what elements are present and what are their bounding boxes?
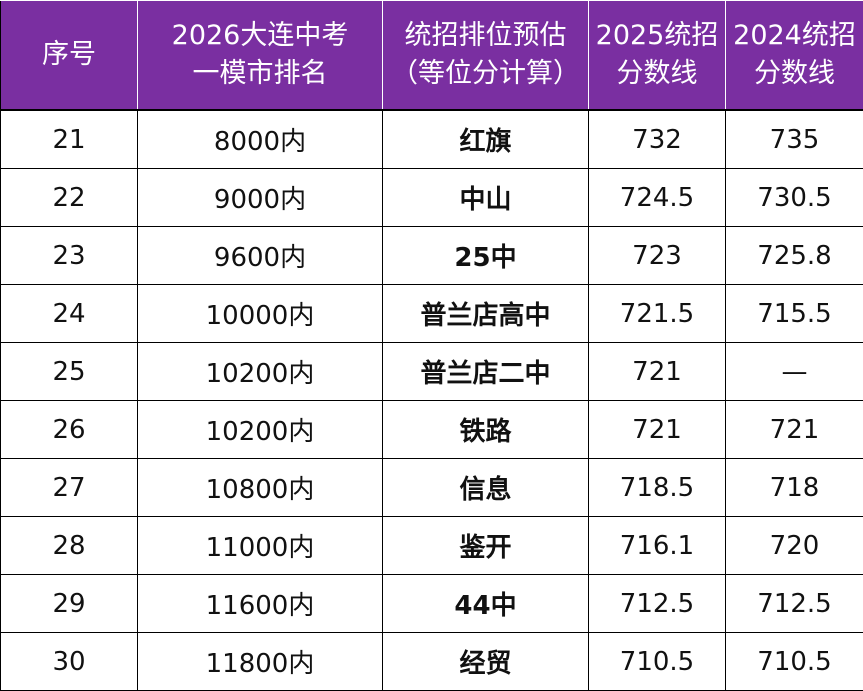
table-row: 25 10200内 普兰店二中 721 — (0, 342, 863, 401)
table-row: 29 11600内 44中 712.5 712.5 (0, 574, 863, 633)
mock-rank-cell: 9600内 (137, 226, 383, 285)
school-name-cell: 44中 (382, 574, 589, 633)
cutoff-2024-cell: 721 (725, 400, 863, 459)
header-serial-number-line: 序号 (42, 39, 96, 70)
table-row: 24 10000内 普兰店高中 721.5 715.5 (0, 284, 863, 343)
serial-number-cell: 26 (0, 400, 138, 459)
mock-rank-cell: 9000内 (137, 168, 383, 227)
serial-number-cell: 28 (0, 516, 138, 575)
cutoff-2024-cell: 718 (725, 458, 863, 517)
header-row: 序号 2026大连中考 一模市排名 统招排位预估 （等位分计算） 2025统招 … (0, 0, 863, 111)
header-admission-estimate-line-2: （等位分计算） (391, 58, 580, 89)
table-row: 23 9600内 25中 723 725.8 (0, 226, 863, 285)
serial-number-cell: 29 (0, 574, 138, 633)
cutoff-2025-cell: 723 (588, 226, 726, 285)
serial-number-cell: 27 (0, 458, 138, 517)
school-name-cell: 铁路 (382, 400, 589, 459)
header-2024-cutoff-line-1: 2024统招 (733, 20, 856, 51)
cutoff-2025-cell: 710.5 (588, 632, 726, 691)
table-row: 26 10200内 铁路 721 721 (0, 400, 863, 459)
cutoff-2025-cell: 716.1 (588, 516, 726, 575)
cutoff-2025-cell: 732 (588, 109, 726, 169)
mock-rank-cell: 10200内 (137, 342, 383, 401)
mock-rank-cell: 10000内 (137, 284, 383, 343)
serial-number-cell: 30 (0, 632, 138, 691)
school-name-cell: 25中 (382, 226, 589, 285)
mock-rank-cell: 11800内 (137, 632, 383, 691)
header-2025-cutoff-line-1: 2025统招 (595, 20, 719, 51)
table-row: 21 8000内 红旗 732 735 (0, 109, 863, 169)
header-2024-cutoff-line-2: 分数线 (754, 58, 835, 89)
table-row: 30 11800内 经贸 710.5 710.5 (0, 632, 863, 691)
cutoff-2024-cell: 725.8 (725, 226, 863, 285)
cutoff-2024-cell: 720 (725, 516, 863, 575)
table-row: 28 11000内 鉴开 716.1 720 (0, 516, 863, 575)
cutoff-2025-cell: 712.5 (588, 574, 726, 633)
cutoff-2024-cell: 710.5 (725, 632, 863, 691)
serial-number-cell: 24 (0, 284, 138, 343)
school-name-cell: 信息 (382, 458, 589, 517)
school-name-cell: 普兰店二中 (382, 342, 589, 401)
mock-rank-cell: 11600内 (137, 574, 383, 633)
table-header: 序号 2026大连中考 一模市排名 统招排位预估 （等位分计算） 2025统招 … (0, 0, 863, 111)
header-admission-estimate-line-1: 统招排位预估 (404, 20, 567, 51)
mock-rank-cell: 10200内 (137, 400, 383, 459)
school-name-cell: 鉴开 (382, 516, 589, 575)
cutoff-2024-cell: 735 (725, 109, 863, 169)
header-2024-cutoff: 2024统招 分数线 (725, 0, 863, 111)
cutoff-2025-cell: 724.5 (588, 168, 726, 227)
school-name-cell: 普兰店高中 (382, 284, 589, 343)
header-mock-exam-rank-line-1: 2026大连中考 (171, 20, 349, 51)
school-name-cell: 中山 (382, 168, 589, 227)
serial-number-cell: 22 (0, 168, 138, 227)
school-name-cell: 经贸 (382, 632, 589, 691)
mock-rank-cell: 11000内 (137, 516, 383, 575)
serial-number-cell: 23 (0, 226, 138, 285)
header-mock-exam-rank-line-2: 一模市排名 (192, 58, 328, 89)
cutoff-2024-cell: 715.5 (725, 284, 863, 343)
serial-number-cell: 21 (0, 109, 138, 169)
mock-rank-cell: 8000内 (137, 109, 383, 169)
cutoff-2025-cell: 721 (588, 342, 726, 401)
header-mock-exam-rank: 2026大连中考 一模市排名 (137, 0, 383, 111)
cutoff-2024-cell: 730.5 (725, 168, 863, 227)
serial-number-cell: 25 (0, 342, 138, 401)
school-name-cell: 红旗 (382, 109, 589, 169)
cutoff-2024-cell: 712.5 (725, 574, 863, 633)
header-2025-cutoff: 2025统招 分数线 (588, 0, 726, 111)
header-admission-estimate: 统招排位预估 （等位分计算） (382, 0, 589, 111)
header-serial-number: 序号 (0, 0, 138, 111)
header-2025-cutoff-line-2: 分数线 (616, 58, 698, 89)
cutoff-2025-cell: 721 (588, 400, 726, 459)
table-row: 22 9000内 中山 724.5 730.5 (0, 168, 863, 227)
mock-rank-cell: 10800内 (137, 458, 383, 517)
table-body: 21 8000内 红旗 732 735 22 9000内 中山 724.5 73… (0, 109, 863, 691)
cutoff-2025-cell: 721.5 (588, 284, 726, 343)
cutoff-2024-cell: — (725, 342, 863, 401)
table-row: 27 10800内 信息 718.5 718 (0, 458, 863, 517)
cutoff-2025-cell: 718.5 (588, 458, 726, 517)
